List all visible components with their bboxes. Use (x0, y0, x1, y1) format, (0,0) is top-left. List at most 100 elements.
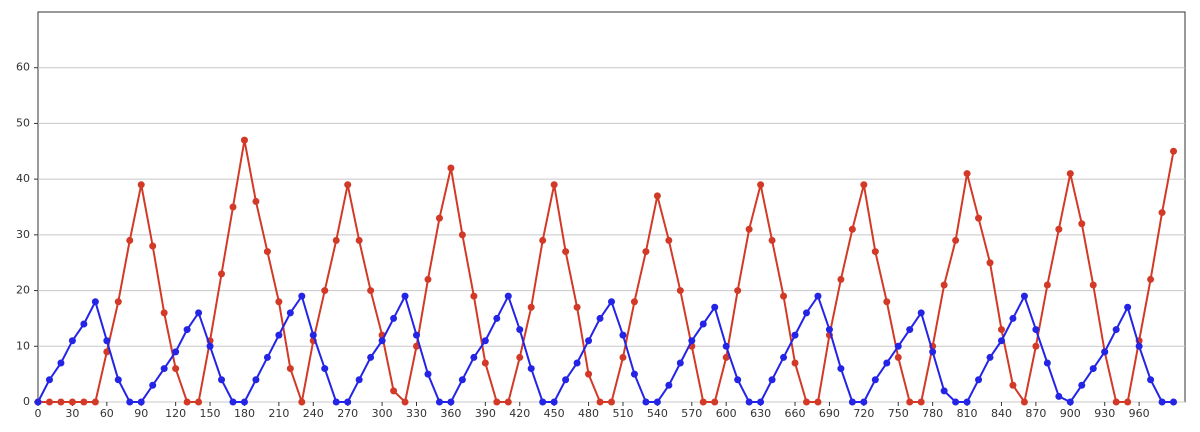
data-point (1089, 281, 1097, 289)
data-point (183, 326, 191, 334)
data-point (883, 359, 891, 367)
data-point (218, 270, 226, 278)
x-tick-label: 660 (785, 407, 806, 420)
data-point (137, 398, 145, 406)
data-point (195, 398, 203, 406)
x-tick-label: 480 (578, 407, 599, 420)
data-point (894, 353, 902, 361)
data-point (860, 181, 868, 189)
data-point (699, 398, 707, 406)
data-point (57, 359, 65, 367)
data-point (997, 337, 1005, 345)
data-point (562, 376, 570, 384)
data-point (275, 298, 283, 306)
data-point (825, 326, 833, 334)
data-point (665, 236, 673, 244)
x-tick-label: 930 (1094, 407, 1115, 420)
data-point (229, 203, 237, 211)
data-point (1055, 392, 1063, 400)
data-point (378, 337, 386, 345)
data-point (57, 398, 65, 406)
x-tick-label: 150 (200, 407, 221, 420)
data-point (286, 309, 294, 317)
data-point (504, 398, 512, 406)
data-point (699, 320, 707, 328)
data-point (1112, 326, 1120, 334)
data-point (780, 292, 788, 300)
data-point (653, 192, 661, 200)
data-point (585, 337, 593, 345)
data-point (802, 398, 810, 406)
data-point (1147, 275, 1155, 283)
data-point (802, 309, 810, 317)
data-point (1170, 147, 1178, 155)
data-point (1078, 381, 1086, 389)
data-point (791, 331, 799, 339)
data-point (906, 326, 914, 334)
data-point (608, 298, 615, 306)
data-point (711, 398, 719, 406)
data-point (252, 197, 260, 205)
x-tick-label: 600 (716, 407, 737, 420)
data-point (768, 376, 776, 384)
x-tick-label: 570 (681, 407, 702, 420)
data-point (883, 298, 891, 306)
data-point (860, 398, 868, 406)
data-point (470, 353, 478, 361)
data-point (481, 337, 489, 345)
data-point (355, 376, 363, 384)
data-point (458, 231, 466, 239)
data-point (401, 398, 409, 406)
data-point (1043, 359, 1051, 367)
data-point (516, 326, 524, 334)
data-point (309, 331, 317, 339)
data-point (1032, 342, 1040, 350)
data-point (286, 365, 294, 373)
data-point (975, 214, 983, 222)
data-point (894, 342, 902, 350)
data-point (481, 359, 489, 367)
x-tick-label: 390 (475, 407, 496, 420)
data-point (550, 181, 558, 189)
x-tick-label: 420 (509, 407, 530, 420)
data-point (447, 398, 455, 406)
data-point (321, 365, 329, 373)
data-point (1124, 398, 1132, 406)
data-point (837, 275, 845, 283)
x-tick-label: 450 (544, 407, 565, 420)
data-point (1066, 170, 1074, 178)
data-point (263, 248, 271, 256)
data-point (275, 331, 283, 339)
data-point (630, 298, 638, 306)
data-point (745, 398, 753, 406)
data-point (665, 381, 673, 389)
data-point (768, 236, 776, 244)
data-point (1147, 376, 1155, 384)
x-tick-label: 840 (991, 407, 1012, 420)
data-point (539, 398, 547, 406)
x-tick-label: 720 (853, 407, 874, 420)
data-point (1043, 281, 1051, 289)
data-point (573, 359, 581, 367)
data-point (160, 309, 168, 317)
data-point (585, 370, 593, 378)
data-point (722, 342, 730, 350)
data-point (195, 309, 203, 317)
data-point (780, 353, 788, 361)
series-line (37, 293, 1174, 404)
data-point (413, 331, 421, 339)
data-point (608, 398, 615, 406)
data-point (240, 136, 248, 144)
data-point (504, 292, 512, 300)
data-point (229, 398, 237, 406)
data-point (206, 342, 214, 350)
x-tick-label: 240 (303, 407, 324, 420)
x-tick-label: 0 (35, 407, 42, 420)
data-point (493, 314, 501, 322)
x-tick-label: 90 (134, 407, 148, 420)
data-point (355, 236, 363, 244)
y-tick-label: 40 (16, 172, 30, 185)
data-point (401, 292, 409, 300)
data-point (997, 326, 1005, 334)
